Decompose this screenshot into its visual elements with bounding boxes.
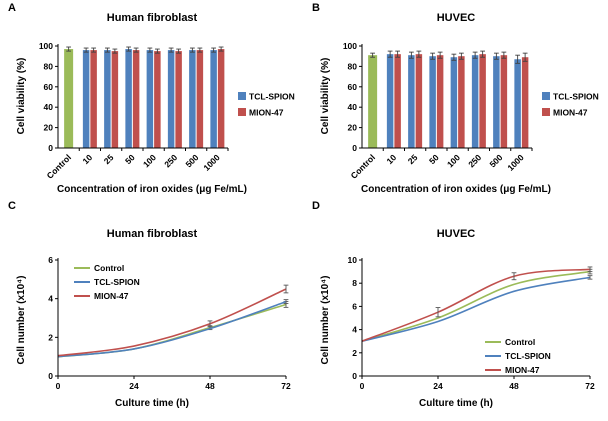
svg-text:10: 10 <box>81 152 95 166</box>
svg-text:1000: 1000 <box>505 152 526 173</box>
svg-text:6: 6 <box>352 301 357 311</box>
svg-text:0: 0 <box>48 371 53 381</box>
svg-text:500: 500 <box>183 152 200 169</box>
x-axis-label-c: Culture time (h) <box>115 398 189 409</box>
svg-text:72: 72 <box>585 381 595 391</box>
svg-text:6: 6 <box>48 255 53 265</box>
svg-text:50: 50 <box>123 152 137 166</box>
svg-text:0: 0 <box>360 381 365 391</box>
svg-text:500: 500 <box>487 152 504 169</box>
panel-b: B HUVEC Cell viability (%) Concentration… <box>304 0 608 198</box>
x-axis-label-d: Culture time (h) <box>419 398 493 409</box>
svg-text:4: 4 <box>48 294 53 304</box>
y-axis-label-a: Cell viability (%) <box>16 57 27 135</box>
svg-text:2: 2 <box>48 332 53 342</box>
svg-text:20: 20 <box>44 123 54 133</box>
panel-label-d: D <box>312 200 320 212</box>
svg-text:60: 60 <box>44 82 54 92</box>
svg-text:72: 72 <box>281 381 291 391</box>
svg-text:10: 10 <box>348 255 358 265</box>
svg-text:TCL-SPION: TCL-SPION <box>249 92 295 102</box>
svg-text:1000: 1000 <box>201 152 222 173</box>
svg-text:40: 40 <box>44 102 54 112</box>
chart-title-d: HUVEC <box>436 228 476 240</box>
x-axis-label-b: Concentration of iron oxides (μg Fe/mL) <box>360 184 551 195</box>
panel-label-a: A <box>8 2 16 14</box>
svg-text:25: 25 <box>102 152 116 166</box>
svg-text:0: 0 <box>48 143 53 153</box>
svg-text:100: 100 <box>343 41 357 51</box>
svg-text:MION-47: MION-47 <box>94 291 129 301</box>
panel-a: A Human fibroblast Cell viability (%) Co… <box>0 0 304 198</box>
svg-text:TCL-SPION: TCL-SPION <box>94 277 140 287</box>
svg-text:100: 100 <box>141 152 158 169</box>
svg-text:8: 8 <box>352 278 357 288</box>
chart-title-a: Human fibroblast <box>106 12 198 24</box>
y-axis-label-d: Cell number (x10⁴) <box>320 275 331 365</box>
svg-text:25: 25 <box>406 152 420 166</box>
svg-text:2: 2 <box>352 348 357 358</box>
svg-text:250: 250 <box>466 152 483 169</box>
svg-text:80: 80 <box>348 61 358 71</box>
x-axis-label-a: Concentration of iron oxides (μg Fe/mL) <box>56 184 247 195</box>
svg-text:24: 24 <box>129 381 139 391</box>
svg-text:Control: Control <box>94 263 124 273</box>
panel-d: D HUVEC Cell number (x10⁴) Culture time … <box>304 198 608 421</box>
svg-text:100: 100 <box>39 41 53 51</box>
svg-text:10: 10 <box>385 152 399 166</box>
svg-text:MION-47: MION-47 <box>505 365 540 375</box>
svg-text:40: 40 <box>348 102 358 112</box>
svg-text:TCL-SPION: TCL-SPION <box>553 92 599 102</box>
svg-text:Control: Control <box>349 152 377 180</box>
panel-label-c: C <box>8 200 16 212</box>
svg-text:MION-47: MION-47 <box>249 108 284 118</box>
svg-text:Control: Control <box>505 337 535 347</box>
svg-text:MION-47: MION-47 <box>553 108 588 118</box>
svg-text:20: 20 <box>348 123 358 133</box>
panel-label-b: B <box>312 2 320 14</box>
svg-text:50: 50 <box>427 152 441 166</box>
svg-text:48: 48 <box>509 381 519 391</box>
svg-text:250: 250 <box>162 152 179 169</box>
svg-text:48: 48 <box>205 381 215 391</box>
svg-text:24: 24 <box>433 381 443 391</box>
panel-c: C Human fibroblast Cell number (x10⁴) Cu… <box>0 198 304 421</box>
svg-text:0: 0 <box>56 381 61 391</box>
chart-title-b: HUVEC <box>436 12 476 24</box>
svg-text:TCL-SPION: TCL-SPION <box>505 351 551 361</box>
chart-title-c: Human fibroblast <box>106 228 198 240</box>
svg-text:0: 0 <box>352 371 357 381</box>
svg-text:Control: Control <box>45 152 73 180</box>
y-axis-label-c: Cell number (x10⁴) <box>16 275 27 365</box>
svg-text:0: 0 <box>352 143 357 153</box>
svg-text:100: 100 <box>445 152 462 169</box>
y-axis-label-b: Cell viability (%) <box>320 57 331 135</box>
svg-text:4: 4 <box>352 325 357 335</box>
svg-text:80: 80 <box>44 61 54 71</box>
svg-text:60: 60 <box>348 82 358 92</box>
